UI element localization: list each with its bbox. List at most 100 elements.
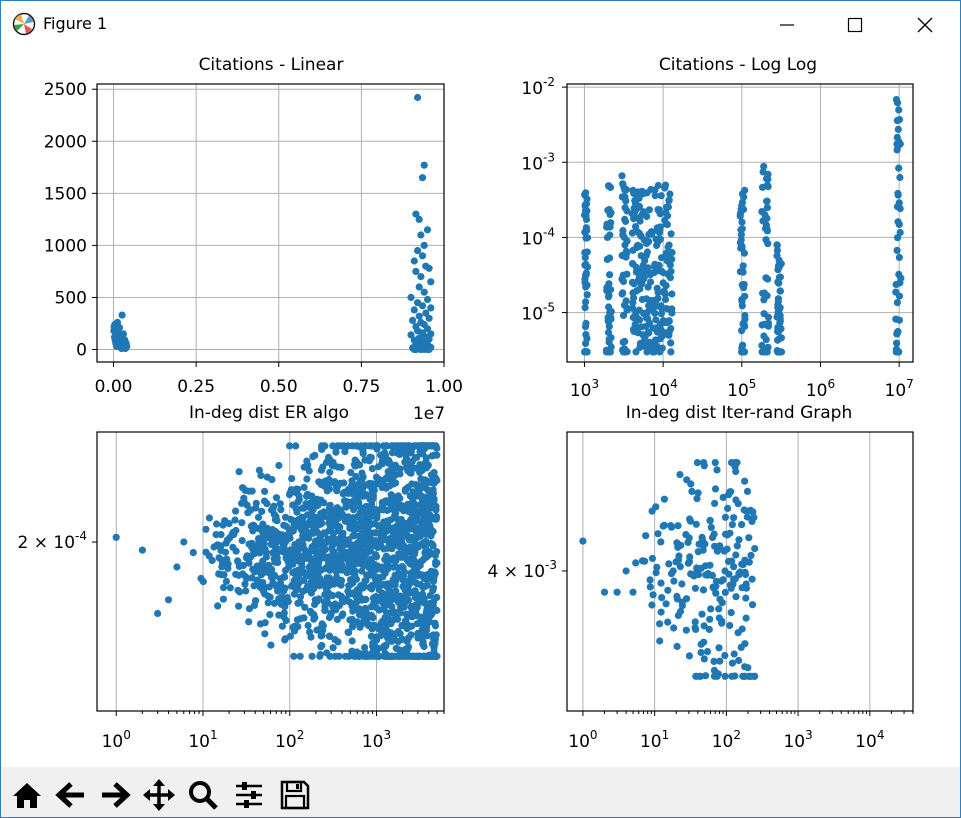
- chart1-point: [417, 273, 425, 281]
- chart3-point: [321, 591, 329, 599]
- figure-canvas[interactable]: Citations - Linear 0.00 0.25 0.50 0.75 1.000…: [1, 48, 960, 767]
- chart2-x-tick-label: 105: [727, 377, 756, 401]
- chart3-point: [344, 442, 352, 450]
- chart2-point: [657, 267, 665, 275]
- chart3-point: [350, 514, 358, 522]
- chart4-point: [652, 569, 660, 577]
- chart2-point: [663, 257, 671, 265]
- chart2-point: [894, 189, 902, 198]
- maximize-button[interactable]: [821, 1, 889, 48]
- home-button[interactable]: [7, 775, 47, 815]
- minimize-button[interactable]: [753, 1, 821, 48]
- chart1-y-tick-label: 1500: [44, 184, 87, 204]
- chart3-point: [284, 597, 292, 606]
- chart2-point: [619, 289, 627, 297]
- chart3-point: [412, 481, 420, 489]
- chart2-point: [762, 175, 771, 183]
- chart4-point: [646, 576, 654, 584]
- chart3-point: [325, 485, 334, 493]
- chart4-point: [738, 521, 746, 529]
- chart1-point: [407, 331, 415, 339]
- chart3-point: [372, 507, 380, 515]
- chart3-axes: 100 101 102 103 2 × 10-4: [18, 431, 445, 752]
- chart3-point: [293, 508, 301, 516]
- chart4-point: [678, 580, 686, 588]
- chart4-point: [735, 569, 743, 578]
- chart2-point: [618, 275, 626, 283]
- chart3-point: [257, 471, 265, 480]
- chart4-point: [745, 534, 753, 542]
- chart2-point: [657, 302, 665, 310]
- chart3-point: [368, 512, 376, 520]
- chart3-point: [356, 503, 364, 511]
- chart3-point: [221, 548, 229, 556]
- chart2-point: [895, 164, 903, 172]
- chart3-point: [376, 581, 384, 589]
- chart4-point: [707, 605, 715, 613]
- chart3-point: [278, 598, 286, 606]
- chart2-point: [630, 280, 638, 288]
- chart4-point: [648, 554, 657, 562]
- chart3-point: [408, 523, 416, 531]
- chart3-point: [420, 521, 428, 529]
- save-button[interactable]: [275, 775, 315, 815]
- chart1-point: [423, 226, 432, 234]
- chart1-y-tick-label: 2500: [44, 80, 87, 100]
- chart2-point: [775, 279, 783, 287]
- chart4-point: [652, 503, 660, 511]
- chart4-point: [670, 577, 678, 585]
- chart1-x-tick-label: 0.00: [95, 377, 133, 397]
- chart3-point: [384, 565, 392, 573]
- chart2-point: [764, 240, 772, 248]
- chart2-point: [648, 299, 656, 307]
- chart3-point: [361, 538, 369, 547]
- chart2-point: [583, 291, 591, 299]
- chart3-point: [225, 520, 233, 528]
- chart3-point: [242, 587, 250, 595]
- chart3-point: [389, 503, 397, 511]
- back-button[interactable]: [51, 775, 91, 815]
- chart2-point: [739, 262, 747, 270]
- chart3-point: [298, 504, 306, 512]
- chart4-point: [648, 601, 656, 609]
- chart3-point: [393, 449, 401, 457]
- chart3-point: [324, 453, 333, 461]
- chart3-point: [337, 581, 345, 589]
- close-button[interactable]: [891, 1, 959, 48]
- chart4-point: [712, 577, 721, 585]
- chart4-point: [676, 471, 684, 479]
- chart4-point: [745, 558, 753, 566]
- zoom-button[interactable]: [183, 775, 223, 815]
- chart1-point: [420, 161, 428, 169]
- pan-button[interactable]: [139, 775, 179, 815]
- configure-subplots-icon: [236, 782, 262, 808]
- chart2-point: [638, 267, 646, 275]
- chart3-point: [320, 598, 328, 606]
- chart3-point: [322, 577, 330, 585]
- chart2-point: [652, 316, 660, 324]
- chart3-point: [238, 537, 246, 545]
- chart3-point: [385, 557, 393, 565]
- configure-subplots-button[interactable]: [229, 775, 269, 815]
- chart2-point: [894, 234, 902, 242]
- chart3-point: [359, 619, 367, 628]
- chart3-point: [332, 448, 340, 456]
- chart2-point: [895, 253, 904, 261]
- chart3-point: [407, 469, 415, 477]
- chart3-point: [366, 442, 375, 450]
- chart2-point: [581, 201, 589, 209]
- chart4-point: [721, 588, 729, 597]
- chart2-point: [662, 249, 670, 257]
- chart3-point: [394, 564, 402, 572]
- chart4-point: [613, 588, 621, 596]
- chart3-point: [419, 442, 427, 450]
- forward-button[interactable]: [95, 775, 135, 815]
- chart3-point: [401, 485, 410, 493]
- chart2-point: [628, 229, 637, 237]
- chart4-point: [693, 672, 701, 680]
- chart4-point: [728, 557, 736, 565]
- chart4-point: [622, 567, 630, 575]
- chart3-point: [349, 607, 357, 615]
- chart4-point: [710, 584, 718, 593]
- chart3-point: [416, 468, 424, 476]
